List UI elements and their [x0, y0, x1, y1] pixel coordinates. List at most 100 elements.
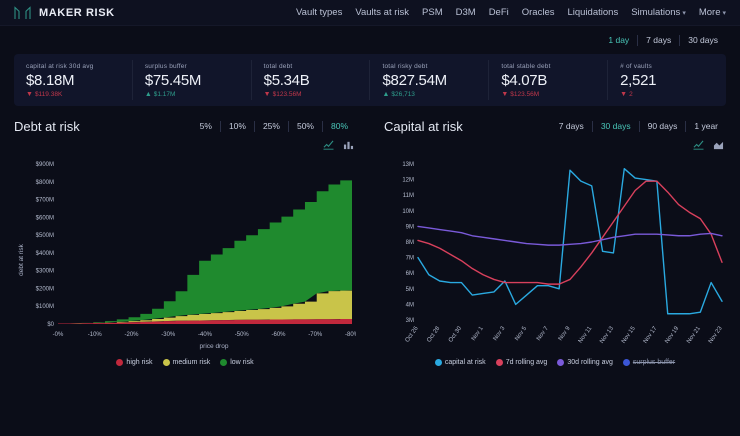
stat-change-value: $119.38K [34, 90, 63, 98]
range-option-90-days[interactable]: 90 days [638, 120, 686, 132]
threshold-option-50[interactable]: 50% [287, 120, 322, 132]
legend-item-30d-rolling-avg[interactable]: 30d rolling avg [557, 359, 613, 366]
stat-value: $5.34B [263, 71, 310, 89]
svg-text:-80%: -80% [345, 332, 356, 338]
svg-text:Nov 1: Nov 1 [471, 325, 485, 342]
legend-color-swatch [434, 359, 442, 366]
capital-at-risk-chart[interactable]: 3M 4M 5M 6M 7M 8M 9M 10M 11M 12M 13M Oct 26 Oct 28 O… [384, 152, 726, 352]
stat-number-of-vaults: # of vaults 2,521 ▼ 2 [607, 60, 726, 100]
nav-item-oracles[interactable]: Oracles [522, 7, 555, 18]
svg-text:Nov 3: Nov 3 [493, 325, 507, 342]
panels-container: Debt at risk 5% 10% 25% 50% 80% $0 $10 [0, 114, 740, 366]
arrow-up-icon: ▲ [382, 90, 390, 98]
range-option-7-days[interactable]: 7 days [558, 120, 584, 131]
nav-item-defi[interactable]: DeFi [489, 7, 509, 18]
svg-text:3M: 3M [406, 318, 414, 324]
nav-item-d3m[interactable]: D3M [456, 7, 476, 18]
nav-item-more[interactable]: More ▾ [699, 7, 726, 18]
legend-item-7d-rolling-avg[interactable]: 7d rolling avg [495, 359, 547, 366]
legend-item-surplus-buffer[interactable]: surplus buffer [622, 359, 675, 366]
legend-color-swatch [220, 359, 228, 366]
nav-item-vaults-at-risk[interactable]: Vaults at risk [355, 7, 409, 18]
stat-value: $8.18M [26, 71, 75, 89]
svg-text:6M: 6M [406, 271, 414, 277]
svg-text:7M: 7M [406, 256, 414, 262]
brand-logo[interactable]: MAKER RISK [14, 5, 115, 20]
svg-text:Nov 11: Nov 11 [578, 325, 594, 344]
stat-value: $4.07B [501, 71, 548, 89]
svg-text:Oct 26: Oct 26 [405, 325, 420, 343]
svg-text:5M: 5M [406, 287, 414, 293]
svg-text:$900M: $900M [36, 162, 54, 168]
y-axis-ticks: 3M 4M 5M 6M 7M 8M 9M 10M 11M 12M 13M [402, 162, 414, 324]
svg-text:4M: 4M [406, 302, 414, 308]
line-chart-icon[interactable] [323, 140, 334, 150]
threshold-option-80[interactable]: 80% [321, 120, 356, 132]
area-chart-icon[interactable] [713, 140, 724, 150]
stat-capital-at-risk-30d-avg: capital at risk 30d avg $8.18M ▼ $119.38K [14, 60, 132, 100]
svg-text:Nov 23: Nov 23 [708, 325, 724, 345]
stat-change: ▲ $1.17M [145, 91, 239, 98]
legend-item-high-risk[interactable]: high risk [116, 359, 153, 366]
threshold-option-5[interactable]: 5% [199, 120, 212, 131]
nav-label: PSM [422, 7, 443, 18]
nav-label: Vaults at risk [355, 7, 410, 18]
stat-label: # of vaults [620, 62, 652, 70]
legend-label: medium risk [172, 359, 211, 366]
stat-label: total stable debt [501, 62, 551, 70]
panel-header: Capital at risk 7 days 30 days 90 days 1… [384, 114, 726, 138]
range-option-30-days[interactable]: 30 days [679, 34, 726, 46]
arrow-down-icon: ▼ [501, 90, 509, 98]
debt-at-risk-svg: $0 $100M $200M $300M $400M $500M $600M $700M $80… [18, 162, 356, 350]
debt-at-risk-legend: high risk medium risk low risk [14, 359, 356, 366]
panel-header: Debt at risk 5% 10% 25% 50% 80% [14, 114, 356, 138]
nav-label: More [698, 7, 721, 18]
nav-item-vault-types[interactable]: Vault types [296, 7, 342, 18]
x-axis-title: price drop [200, 343, 229, 350]
legend-color-swatch [495, 359, 503, 366]
svg-text:$500M: $500M [36, 233, 54, 239]
stat-label: total risky debt [382, 62, 428, 70]
threshold-option-10[interactable]: 10% [219, 120, 254, 132]
bar-chart-icon[interactable] [343, 140, 354, 150]
global-range-selector: 1 day 7 days 30 days [600, 34, 726, 46]
range-option-30-days[interactable]: 30 days [591, 120, 639, 132]
stat-change: ▼ $123.56M [501, 91, 595, 98]
svg-text:$100M: $100M [36, 304, 54, 310]
stacked-areas [58, 176, 352, 324]
nav-label: DeFi [488, 7, 509, 18]
stat-value: $75.45M [144, 71, 202, 89]
legend-label: capital at risk [444, 359, 486, 366]
nav-item-simulations[interactable]: Simulations ▾ [631, 7, 686, 18]
svg-text:Nov 7: Nov 7 [536, 325, 550, 342]
svg-text:13M: 13M [402, 162, 414, 168]
threshold-option-25[interactable]: 25% [253, 120, 288, 132]
line-chart-icon[interactable] [693, 140, 704, 150]
arrow-up-icon: ▲ [144, 90, 152, 98]
svg-text:$800M: $800M [36, 180, 54, 186]
range-option-1-year[interactable]: 1 year [685, 120, 726, 132]
nav-item-liquidations[interactable]: Liquidations [567, 7, 618, 18]
legend-item-capital-at-risk[interactable]: capital at risk [434, 359, 486, 366]
svg-text:Nov 13: Nov 13 [599, 325, 615, 345]
svg-text:-40%: -40% [198, 332, 213, 338]
stat-label: total debt [263, 62, 293, 70]
debt-at-risk-chart[interactable]: $0 $100M $200M $300M $400M $500M $600M $700M $80… [14, 152, 356, 352]
range-option-7-days[interactable]: 7 days [637, 34, 679, 46]
y-axis-title: debt at risk [18, 243, 25, 276]
range-option-1-day[interactable]: 1 day [608, 34, 630, 45]
stat-label: surplus buffer [144, 62, 187, 70]
stat-total-stable-debt: total stable debt $4.07B ▼ $123.56M [488, 60, 607, 100]
nav-item-psm[interactable]: PSM [422, 7, 443, 18]
svg-text:10M: 10M [402, 209, 414, 215]
svg-text:-10%: -10% [88, 332, 103, 338]
nav-label: Simulations [631, 7, 681, 18]
arrow-down-icon: ▼ [263, 90, 271, 98]
arrow-down-icon: ▼ [26, 90, 33, 98]
nav-label: D3M [455, 7, 476, 18]
x-axis-ticks: -0% -10% -20% -30% -40% -50% -60% -70% -80% [53, 332, 356, 338]
legend-item-low-risk[interactable]: low risk [220, 359, 254, 366]
legend-item-medium-risk[interactable]: medium risk [162, 359, 211, 366]
chevron-down-icon: ▾ [682, 10, 686, 17]
stat-change-value: $123.56M [510, 90, 540, 98]
